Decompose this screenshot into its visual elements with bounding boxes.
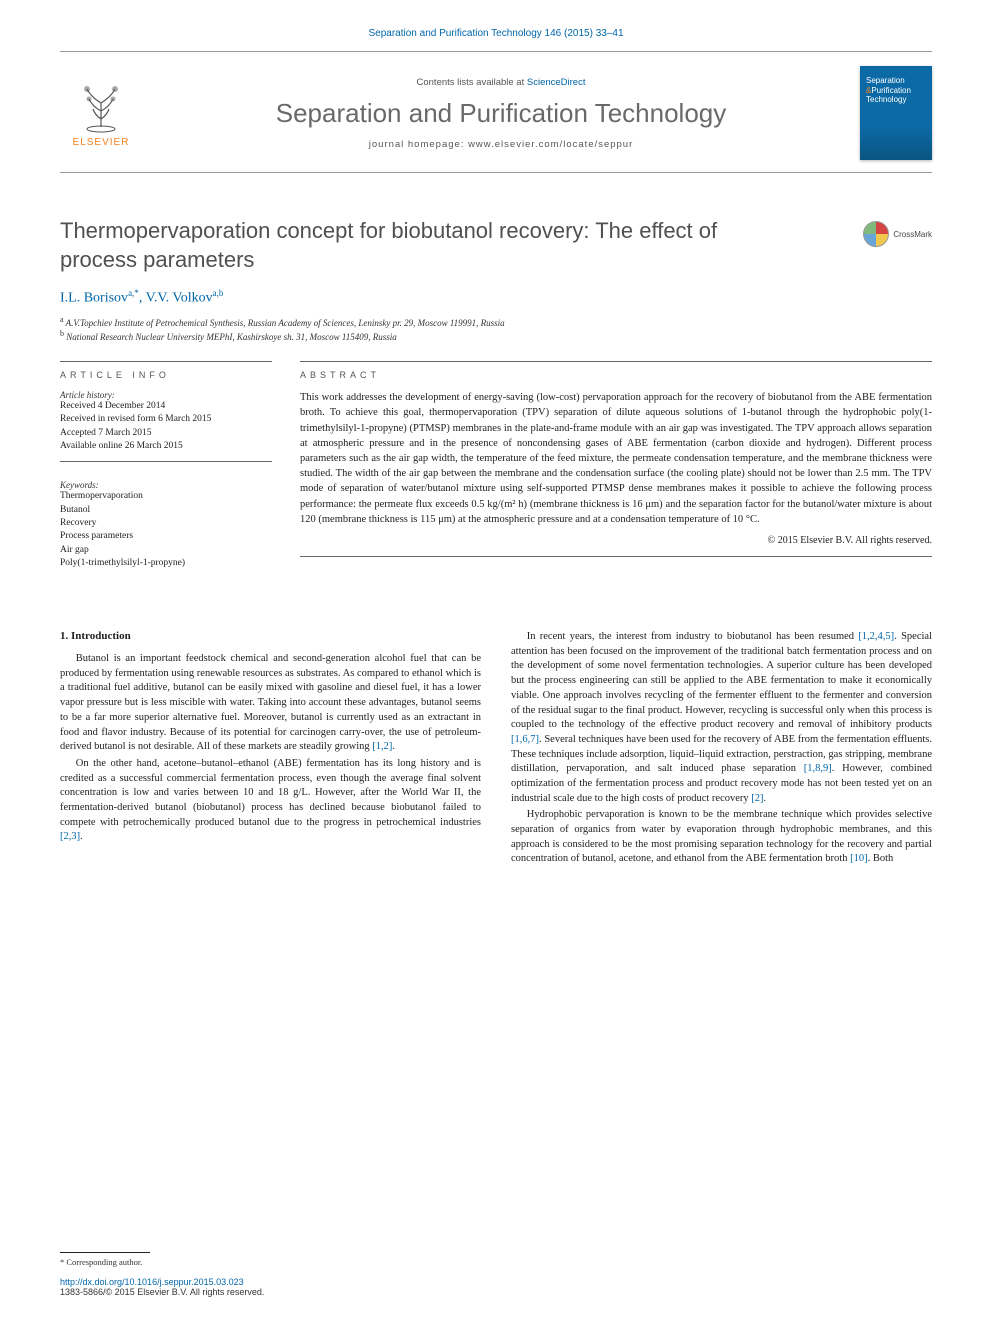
intro-p4: Hydrophobic pervaporation is known to be… [511,808,932,867]
aff-text-a: A.V.Topchiev Institute of Petrochemical … [66,318,505,328]
p3-a: In recent years, the interest from indus… [527,631,859,642]
author-1[interactable]: I.L. Borisov [60,291,128,306]
cover-line1: Separation [866,76,905,85]
ref-link-189[interactable]: [1,8,9] [804,763,832,774]
footnote-text: Corresponding author. [66,1257,142,1267]
cover-line2: Purification [871,86,911,95]
intro-p2-text: On the other hand, acetone–butanol–ethan… [60,758,481,828]
contents-prefix: Contents lists available at [417,77,527,88]
ref-link-167[interactable]: [1,6,7] [511,734,539,745]
banner-center: Contents lists available at ScienceDirec… [142,77,860,150]
sciencedirect-link[interactable]: ScienceDirect [527,77,586,88]
affiliation-a: a A.V.Topchiev Institute of Petrochemica… [60,315,932,329]
author-2[interactable]: V.V. Volkov [146,291,213,306]
abstract-copyright: © 2015 Elsevier B.V. All rights reserved… [300,535,932,557]
crossmark-icon [863,221,889,247]
affiliations: a A.V.Topchiev Institute of Petrochemica… [60,315,932,343]
keyword-3: Recovery [60,517,272,530]
author-1-sup: a,* [128,288,139,298]
journal-homepage: journal homepage: www.elsevier.com/locat… [142,139,860,150]
intro-p2: On the other hand, acetone–butanol–ethan… [60,757,481,845]
elsevier-tree-icon [71,79,131,135]
crossmark-badge[interactable]: CrossMark [863,221,932,247]
p3-e: . [764,793,767,804]
footnote-marker: * [60,1257,64,1267]
issn-copyright-line: 1383-5866/© 2015 Elsevier B.V. All right… [60,1287,932,1297]
history-online: Available online 26 March 2015 [60,440,272,462]
journal-name: Separation and Purification Technology [142,98,860,129]
publisher-name: ELSEVIER [73,137,130,148]
history-received: Received 4 December 2014 [60,400,272,413]
doi-link[interactable]: http://dx.doi.org/10.1016/j.seppur.2015.… [60,1277,932,1287]
history-revised: Received in revised form 6 March 2015 [60,413,272,426]
cover-text: Separation &Purification Technology [866,76,911,105]
body-column-right: In recent years, the interest from indus… [511,630,932,869]
aff-sup-a: a [60,315,64,324]
affiliation-b: b National Research Nuclear University M… [60,329,932,343]
author-2-sup: a,b [213,288,224,298]
intro-heading: 1. Introduction [60,630,481,642]
corresponding-author-footnote: * Corresponding author. [60,1257,932,1267]
keyword-2: Butanol [60,504,272,517]
history-label: Article history: [60,390,272,400]
contents-list-line: Contents lists available at ScienceDirec… [142,77,860,88]
ref-link-2-3[interactable]: [2,3] [60,831,80,842]
header-citation: Separation and Purification Technology 1… [0,0,992,45]
intro-p1-end: . [392,741,395,752]
footnote-rule [60,1252,150,1253]
publisher-logo-block[interactable]: ELSEVIER [60,79,142,148]
p3-b: . Special attention has been focused on … [511,631,932,730]
intro-p1: Butanol is an important feedstock chemic… [60,652,481,755]
authors-line: I.L. Borisova,*, V.V. Volkova,b [60,288,932,307]
article-info-column: ARTICLE INFO Article history: Received 4… [60,361,272,570]
intro-p2-end: . [80,831,83,842]
cover-line3: Technology [866,95,906,104]
journal-banner: ELSEVIER Contents lists available at Sci… [60,51,932,173]
ref-link-1-2[interactable]: [1,2] [372,741,392,752]
title-block: Thermopervaporation concept for biobutan… [60,217,932,274]
body-column-left: 1. Introduction Butanol is an important … [60,630,481,869]
aff-sup-b: b [60,329,64,338]
crossmark-label: CrossMark [893,230,932,239]
keyword-4: Process parameters [60,530,272,543]
abstract-heading: ABSTRACT [300,361,932,380]
keyword-5: Air gap [60,544,272,557]
keyword-1: Thermopervaporation [60,490,272,503]
page-footer: * Corresponding author. http://dx.doi.or… [60,1252,932,1297]
abstract-text: This work addresses the development of e… [300,390,932,527]
article-info-heading: ARTICLE INFO [60,361,272,380]
article-title: Thermopervaporation concept for biobutan… [60,217,800,274]
keyword-6: Poly(1-trimethylsilyl-1-propyne) [60,557,272,570]
intro-p3: In recent years, the interest from indus… [511,630,932,806]
ref-link-2[interactable]: [2] [751,793,763,804]
p4-b: . Both [868,853,894,864]
info-abstract-row: ARTICLE INFO Article history: Received 4… [60,361,932,570]
abstract-column: ABSTRACT This work addresses the develop… [300,361,932,570]
history-accepted: Accepted 7 March 2015 [60,427,272,440]
keywords-label: Keywords: [60,480,272,490]
intro-p1-text: Butanol is an important feedstock chemic… [60,653,481,752]
aff-text-b: National Research Nuclear University MEP… [66,332,396,342]
ref-link-1245[interactable]: [1,2,4,5] [858,631,894,642]
ref-link-10[interactable]: [10] [850,853,868,864]
journal-cover-thumbnail[interactable]: Separation &Purification Technology [860,66,932,160]
author-sep: , [139,291,146,306]
body-two-column: 1. Introduction Butanol is an important … [60,630,932,869]
